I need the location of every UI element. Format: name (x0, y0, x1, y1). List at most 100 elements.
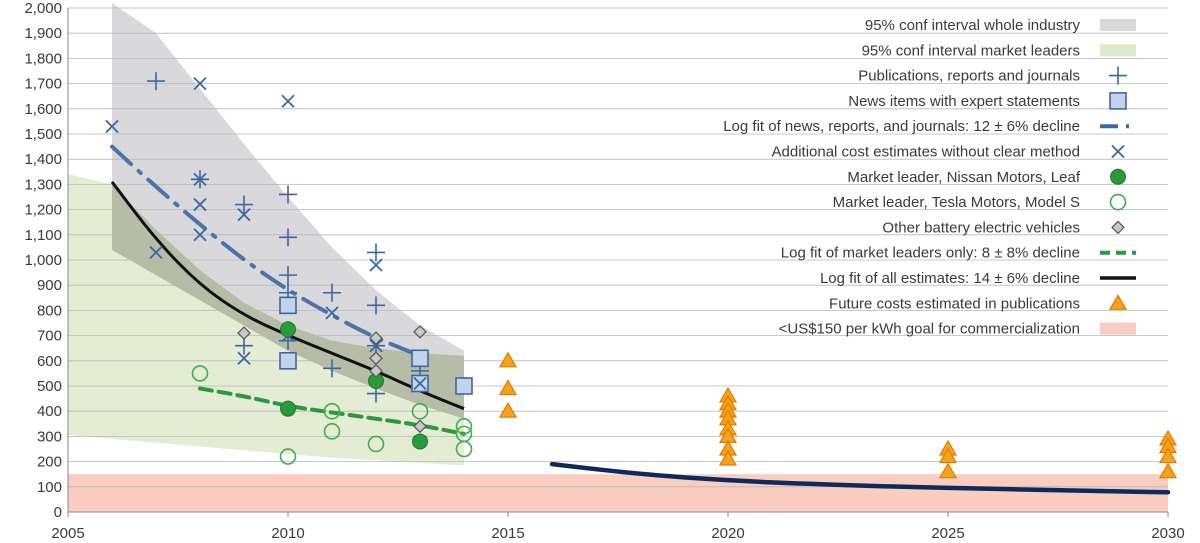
marker-shape (323, 423, 341, 440)
y-tick-label: 100 (37, 479, 62, 496)
point-plus (367, 296, 385, 315)
point-plus (279, 228, 297, 247)
marker-shape (1110, 168, 1126, 185)
legend-entry: 95% conf interval whole industry (865, 17, 1136, 34)
point-circle-open (323, 423, 341, 440)
marker-shape (323, 402, 341, 420)
point-cross (237, 208, 251, 222)
marker-shape (149, 245, 163, 260)
marker-shape (281, 94, 295, 108)
marker-shape (367, 243, 385, 262)
y-tick-label: 2,000 (24, 0, 62, 17)
data-points (105, 72, 1178, 479)
point-diamond (237, 326, 251, 340)
marker-shape (147, 72, 165, 91)
marker-shape (193, 197, 207, 212)
point-plus (235, 195, 253, 214)
legend-marker (1108, 294, 1128, 310)
x-tick-label: 2010 (271, 525, 304, 542)
y-tick-label: 900 (37, 277, 62, 294)
x-tick-label: 2005 (51, 525, 84, 542)
legend: 95% conf interval whole industry 95% conf… (723, 17, 1136, 338)
y-tick-label: 1,200 (24, 202, 62, 219)
whole-industry-band (112, 3, 464, 419)
legend-entry: Publications, reports and journals (858, 66, 1127, 85)
legend-label: <US$150 per kWh goal for commercializati… (779, 321, 1080, 338)
marker-shape (279, 228, 297, 247)
marker-shape (718, 449, 738, 466)
marker-shape (1109, 92, 1127, 110)
legend-entry: News items with expert statements (848, 92, 1127, 110)
legend-entry: Future costs estimated in publications (829, 294, 1128, 312)
point-circle-open (411, 402, 429, 420)
legend-marker (1111, 220, 1125, 235)
y-tick-label: 0 (54, 504, 62, 521)
point-diamond (369, 364, 383, 378)
point-circle-open (323, 402, 341, 420)
point-triangle (498, 401, 518, 418)
point-square (455, 377, 473, 395)
legend-label: Other battery electric vehicles (882, 219, 1080, 236)
y-tick-label: 1,400 (24, 151, 62, 168)
point-plus (279, 266, 297, 285)
x-tick-label: 2025 (931, 525, 964, 542)
point-cross (325, 306, 339, 320)
marker-shape (279, 185, 297, 204)
point-cross (105, 119, 119, 134)
marker-shape (323, 359, 341, 378)
marker-shape (1108, 294, 1128, 310)
axes: 0 100 200 300 400 500 600 700 800 900 1,000 1,100 1,… (24, 0, 1184, 542)
marker-shape (280, 400, 296, 417)
marker-shape (411, 402, 429, 420)
legend-label: Log fit of market leaders only: 8 ± 8% d… (781, 245, 1080, 262)
y-tick-label: 400 (37, 403, 62, 420)
point-triangle (498, 351, 518, 368)
marker-shape (1109, 66, 1127, 85)
point-diamond (413, 419, 427, 434)
legend-label: Market leader, Nissan Motors, Leaf (847, 169, 1080, 186)
point-cross (237, 351, 251, 365)
legend-label: Publications, reports and journals (858, 68, 1080, 85)
point-plus (147, 72, 165, 91)
legend-swatch (1100, 19, 1136, 31)
marker-shape (1158, 462, 1178, 479)
point-circle-open (191, 365, 209, 382)
point-circle-open (279, 448, 297, 465)
legend-entry: <US$150 per kWh goal for commercializati… (779, 321, 1136, 338)
legend-label: Market leader, Tesla Motors, Model S (833, 194, 1080, 211)
legend-label: Additional cost estimates without clear … (772, 144, 1081, 161)
goal-band (68, 474, 1168, 512)
legend-entry: Log fit of all estimates: 14 ± 6% declin… (820, 270, 1136, 287)
legend-entry: Other battery electric vehicles (882, 219, 1125, 236)
marker-shape (455, 418, 473, 435)
point-cross (193, 228, 207, 242)
point-circle-filled (280, 400, 296, 417)
x-tick-label: 2015 (491, 525, 524, 542)
point-cross (193, 76, 207, 91)
marker-shape (1111, 220, 1125, 235)
legend-swatch (1100, 44, 1136, 57)
legend-entry: Log fit of news, reports, and journals: … (723, 118, 1136, 135)
y-tick-label: 500 (37, 378, 62, 395)
fit-line-dashdot-blue (110, 144, 422, 358)
marker-shape (369, 364, 383, 378)
y-tick-label: 1,900 (24, 25, 62, 42)
legend-marker (1109, 92, 1127, 110)
marker-shape (191, 365, 209, 382)
fit-line-dash-green (198, 386, 466, 436)
point-square (279, 351, 297, 370)
point-triangle (938, 462, 958, 479)
legend-entry: 95% conf interval market leaders (862, 42, 1136, 59)
legend-marker (1109, 66, 1127, 85)
point-cross (193, 172, 207, 186)
point-circle-open (455, 418, 473, 435)
marker-shape (280, 321, 296, 338)
point-square (279, 296, 297, 315)
legend-swatch (1100, 322, 1136, 335)
point-circle-open (367, 435, 385, 453)
point-diamond (369, 331, 383, 345)
legend-label: Future costs estimated in publications (829, 295, 1080, 312)
marker-shape (279, 296, 297, 315)
y-tick-label: 1,100 (24, 227, 62, 244)
y-tick-label: 1,800 (24, 50, 62, 67)
